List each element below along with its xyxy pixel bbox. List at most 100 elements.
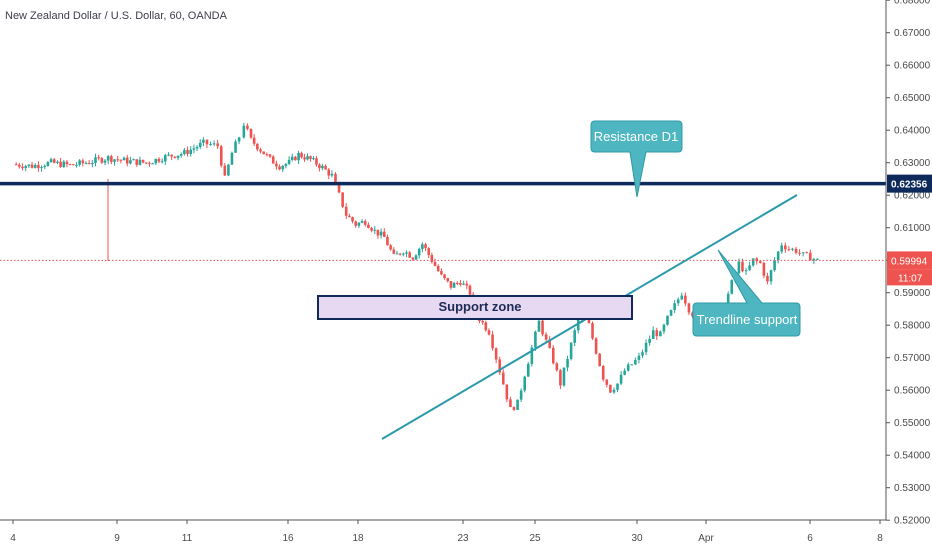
candle-body: [487, 330, 491, 335]
candle-body: [548, 339, 551, 348]
candle-body: [360, 221, 364, 223]
candle-body: [275, 163, 278, 167]
candle-body: [227, 164, 230, 176]
candle-body: [65, 161, 69, 165]
candle-body: [281, 165, 285, 170]
candle-body: [256, 143, 259, 150]
candle-body: [367, 224, 370, 228]
candle-body: [559, 370, 562, 386]
candle-body: [601, 366, 605, 380]
candle-body: [262, 151, 265, 155]
candle-body: [157, 158, 161, 162]
candle-body: [794, 248, 798, 253]
candle-body: [392, 249, 396, 254]
candle-body: [455, 282, 459, 284]
price-tick-label: 0.64000: [894, 126, 931, 137]
candle-body: [616, 383, 619, 390]
candle-body: [612, 389, 616, 393]
time-tick-label: 30: [631, 533, 643, 544]
candle-body: [318, 164, 321, 169]
candle-body: [687, 303, 691, 313]
candle-body: [644, 342, 648, 353]
candle-body: [290, 156, 294, 160]
candle-body: [138, 159, 142, 165]
candle-body: [278, 166, 281, 170]
candle-body: [798, 252, 801, 254]
candle-body: [129, 160, 132, 164]
candle-body: [334, 173, 337, 183]
candle-body: [202, 139, 205, 143]
candle-body: [555, 363, 559, 371]
support-zone-box[interactable]: [317, 295, 633, 320]
time-tick-label: Apr: [698, 533, 714, 544]
candle-body: [776, 251, 780, 261]
candle-body: [106, 156, 110, 161]
candle-body: [113, 159, 116, 162]
candle-body: [449, 281, 453, 288]
trendline-callout-bubble[interactable]: [692, 249, 801, 337]
candle-body: [440, 271, 443, 275]
candle-body: [516, 399, 519, 410]
candle-body: [186, 150, 189, 155]
candle-body: [691, 312, 694, 317]
candle-body: [144, 162, 148, 164]
candle-body: [519, 390, 523, 400]
candle-body: [52, 159, 56, 163]
candle-body: [462, 283, 465, 285]
price-tick-label: 0.57000: [894, 353, 931, 364]
candle-body: [417, 248, 421, 256]
candle-body: [43, 166, 47, 168]
candle-body: [452, 282, 456, 288]
time-axis[interactable]: 4 9 11 16 18 23 25 30 Apr 6 8: [0, 519, 886, 544]
support-zone-label: Support zone: [438, 299, 521, 314]
candle-body: [237, 137, 241, 142]
candle-body: [526, 363, 530, 377]
candle-body: [730, 279, 734, 294]
price-tick-label: 0.67000: [894, 28, 931, 39]
candle-body: [379, 231, 383, 236]
candle-body: [544, 334, 548, 340]
candle-body: [436, 265, 440, 272]
time-tick-label: 23: [457, 533, 469, 544]
candle-body: [46, 162, 50, 167]
candle-body: [30, 164, 34, 168]
candle-body: [405, 252, 408, 254]
candle-body: [623, 370, 626, 375]
time-tick-label: 11: [182, 533, 193, 544]
candle-body: [259, 149, 262, 152]
candle-body: [249, 128, 253, 138]
candle-body: [103, 160, 107, 163]
candle-body: [573, 330, 576, 343]
candle-body: [634, 359, 637, 365]
candle-body: [402, 253, 405, 255]
candle-body: [569, 342, 573, 360]
candle-body: [337, 182, 341, 193]
candle-body: [755, 258, 759, 262]
candle-body: [816, 258, 819, 260]
candle-body: [271, 156, 275, 164]
candle-body: [537, 320, 541, 332]
drawing-overlays[interactable]: Support zone Resistance D1 Trendline suppo…: [0, 120, 886, 440]
candle-body: [116, 159, 120, 161]
candle-body: [744, 270, 748, 272]
candle-body: [148, 162, 151, 164]
candle-body: [297, 152, 300, 161]
candle-body: [62, 161, 66, 168]
candle-body: [459, 282, 462, 285]
candle-body: [119, 159, 123, 161]
candle-body: [598, 353, 601, 367]
candle-body: [659, 331, 662, 337]
candle-body: [24, 166, 27, 169]
price-tick-label: 0.59000: [894, 288, 931, 299]
candle-body: [443, 274, 446, 279]
price-axis[interactable]: 0.68000 0.67000 0.66000 0.65000 0.64000 0.630…: [885, 0, 932, 527]
candle-body: [759, 261, 762, 263]
candle-body: [192, 148, 196, 150]
candle-body: [216, 143, 219, 147]
candle-body: [812, 258, 816, 261]
resistance-callout-bubble[interactable]: [590, 120, 683, 198]
candle-body: [198, 142, 202, 148]
candle-body: [303, 157, 306, 160]
candle-body: [551, 347, 555, 364]
